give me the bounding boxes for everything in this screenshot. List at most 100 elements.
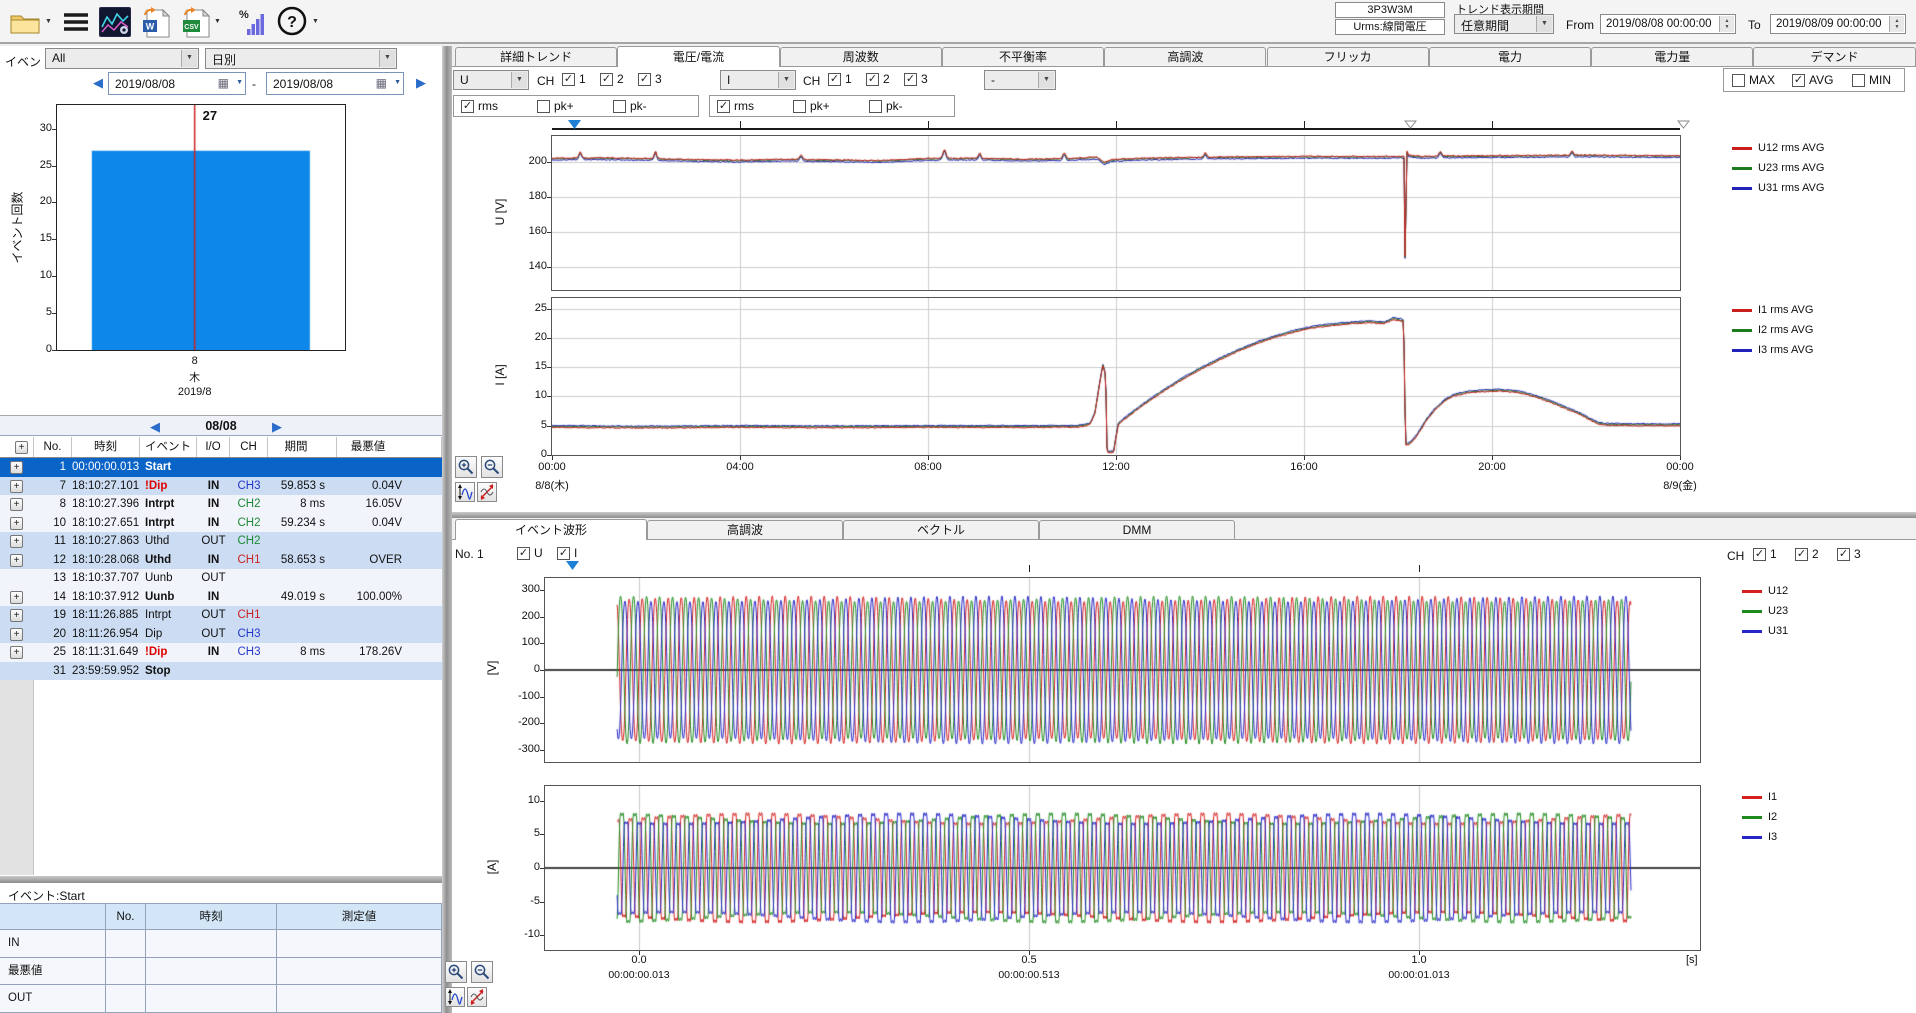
wave-ch-2-checkbox[interactable]: ✓2 bbox=[1795, 547, 1819, 561]
event-row[interactable]: +818:10:27.396IntrptINCH28 ms16.05V bbox=[0, 495, 442, 514]
tab-trend-7[interactable]: 電力量 bbox=[1591, 47, 1753, 66]
tab-wave-0[interactable]: イベント波形 bbox=[455, 519, 647, 540]
event-row[interactable]: +2018:11:26.954DipOUTCH3 bbox=[0, 625, 442, 644]
i-metric-pk--checkbox[interactable]: pk- bbox=[869, 99, 903, 113]
u-ch-3-checkbox[interactable]: ✓3 bbox=[638, 72, 662, 86]
expand-row-button[interactable]: + bbox=[10, 480, 23, 493]
tab-trend-8[interactable]: デマンド bbox=[1753, 47, 1915, 66]
stat-MAX-checkbox[interactable]: MAX bbox=[1732, 73, 1775, 87]
tab-wave-3[interactable]: DMM bbox=[1039, 520, 1235, 539]
next-day-arrow[interactable]: ▶ bbox=[272, 419, 282, 435]
trend-cursor-tool-button[interactable] bbox=[477, 482, 497, 502]
u-metric-rms-checkbox[interactable]: ✓rms bbox=[461, 99, 498, 113]
prev-date-arrow[interactable]: ◀ bbox=[93, 75, 103, 91]
event-row[interactable]: +718:10:27.101!DipINCH359.853 s0.04V bbox=[0, 477, 442, 496]
folder-dropdown-arrow-icon[interactable]: ▼ bbox=[45, 18, 52, 25]
current-waveform-chart[interactable] bbox=[545, 786, 1700, 950]
i-ch-2-checkbox[interactable]: ✓2 bbox=[866, 72, 890, 86]
wave-i-I-checkbox[interactable]: ✓I bbox=[557, 546, 577, 560]
tab-trend-4[interactable]: 高調波 bbox=[1104, 47, 1266, 66]
tab-trend-3[interactable]: 不平衡率 bbox=[942, 47, 1104, 66]
next-date-arrow[interactable]: ▶ bbox=[416, 75, 426, 91]
tab-trend-0[interactable]: 詳細トレンド bbox=[455, 47, 617, 66]
event-histogram-chart[interactable] bbox=[57, 105, 345, 350]
expand-row-button[interactable]: + bbox=[10, 535, 23, 548]
waveform-zoom-out-button[interactable] bbox=[471, 961, 493, 983]
event-ratio-graph-button[interactable]: % bbox=[236, 6, 266, 38]
left-horizontal-splitter[interactable] bbox=[0, 875, 442, 883]
horizontal-splitter[interactable] bbox=[452, 511, 1916, 518]
voltage-waveform-chart[interactable] bbox=[545, 578, 1700, 762]
i-source-select[interactable]: I ▼ bbox=[720, 70, 796, 90]
event-marker-hollow-icon[interactable] bbox=[1404, 120, 1417, 129]
trend-zoom-out-button[interactable] bbox=[481, 456, 503, 478]
tab-trend-6[interactable]: 電力 bbox=[1429, 47, 1591, 66]
waveform-cursor-tool-button[interactable] bbox=[467, 987, 487, 1007]
event-list-button[interactable] bbox=[62, 9, 90, 35]
waveform-zoom-in-button[interactable] bbox=[445, 961, 467, 983]
csv-export-button[interactable]: CSV bbox=[180, 6, 212, 38]
to-datetime-field[interactable]: 2019/08/09 00:00:00 ▲▼ bbox=[1770, 14, 1906, 34]
i-ch-1-checkbox[interactable]: ✓1 bbox=[828, 72, 852, 86]
waveform-vertical-scale-button[interactable] bbox=[445, 987, 465, 1007]
expand-row-button[interactable]: + bbox=[10, 554, 23, 567]
expand-row-button[interactable]: + bbox=[10, 498, 23, 511]
i-metric-rms-checkbox[interactable]: ✓rms bbox=[717, 99, 754, 113]
stat-AVG-checkbox[interactable]: ✓AVG bbox=[1792, 73, 1833, 87]
event-marker-filled-icon[interactable] bbox=[566, 561, 579, 570]
spinner-up-down-icon[interactable]: ▲▼ bbox=[1889, 16, 1904, 32]
vertical-splitter[interactable] bbox=[442, 46, 452, 1013]
expand-row-button[interactable]: + bbox=[10, 591, 23, 604]
help-dropdown-arrow-icon[interactable]: ▼ bbox=[312, 18, 319, 25]
event-row[interactable]: +2518:11:31.649!DipINCH38 ms178.26V bbox=[0, 643, 442, 662]
tab-trend-5[interactable]: フリッカ bbox=[1267, 47, 1429, 66]
group-mode-select[interactable]: 日別 ▼ bbox=[205, 48, 397, 69]
event-marker-hollow-icon[interactable] bbox=[1677, 120, 1690, 129]
wave-ch-1-checkbox[interactable]: ✓1 bbox=[1753, 547, 1777, 561]
wave-ch-3-checkbox[interactable]: ✓3 bbox=[1837, 547, 1861, 561]
event-row[interactable]: 3123:59:59.952Stop bbox=[0, 662, 442, 681]
help-button[interactable]: ? bbox=[276, 5, 308, 37]
event-row[interactable]: 1318:10:37.707UunbOUT bbox=[0, 569, 442, 588]
word-report-button[interactable]: W bbox=[140, 6, 172, 38]
event-row[interactable]: +1018:10:27.651IntrptINCH259.234 s0.04V bbox=[0, 514, 442, 533]
expand-all-button[interactable]: + bbox=[15, 441, 28, 454]
event-row[interactable]: +1918:11:26.885IntrptOUTCH1 bbox=[0, 606, 442, 625]
wave-u-U-checkbox[interactable]: ✓U bbox=[517, 546, 543, 560]
expand-row-button[interactable]: + bbox=[10, 609, 23, 622]
expand-row-button[interactable]: + bbox=[10, 628, 23, 641]
event-row[interactable]: +100:00:00.013Start bbox=[0, 458, 442, 477]
open-folder-button[interactable] bbox=[8, 7, 42, 37]
tab-trend-1[interactable]: 電圧/電流 bbox=[617, 46, 779, 67]
from-datetime-field[interactable]: 2019/08/08 00:00:00 ▲▼ bbox=[1600, 14, 1736, 34]
current-trend-chart[interactable] bbox=[552, 298, 1680, 455]
u-source-select[interactable]: U ▼ bbox=[453, 70, 529, 90]
expand-row-button[interactable]: + bbox=[10, 517, 23, 530]
u-metric-pk--checkbox[interactable]: pk- bbox=[613, 99, 647, 113]
event-marker-filled-icon[interactable] bbox=[568, 120, 581, 129]
csv-dropdown-arrow-icon[interactable]: ▼ bbox=[214, 18, 221, 25]
trend-zoom-in-button[interactable] bbox=[455, 456, 477, 478]
tab-wave-1[interactable]: 高調波 bbox=[647, 520, 843, 539]
u-ch-1-checkbox[interactable]: ✓1 bbox=[562, 72, 586, 86]
u-metric-pk+-checkbox[interactable]: pk+ bbox=[537, 99, 574, 113]
stat-MIN-checkbox[interactable]: MIN bbox=[1852, 73, 1891, 87]
date-to-picker[interactable]: 2019/08/08 ▦ ▼ bbox=[266, 72, 404, 95]
expand-row-button[interactable]: + bbox=[10, 461, 23, 474]
i-ch-3-checkbox[interactable]: ✓3 bbox=[904, 72, 928, 86]
trend-vertical-scale-button[interactable] bbox=[455, 482, 475, 502]
expand-row-button[interactable]: + bbox=[10, 646, 23, 659]
voltage-trend-chart[interactable] bbox=[552, 136, 1680, 290]
u-ch-2-checkbox[interactable]: ✓2 bbox=[600, 72, 624, 86]
event-row[interactable]: +1218:10:28.068UthdINCH158.653 sOVER bbox=[0, 551, 442, 570]
trend-period-select[interactable]: 任意期間 ▼ bbox=[1454, 14, 1554, 34]
prev-day-arrow[interactable]: ◀ bbox=[150, 419, 160, 435]
tab-wave-2[interactable]: ベクトル bbox=[843, 520, 1039, 539]
spinner-up-down-icon[interactable]: ▲▼ bbox=[1719, 16, 1734, 32]
trend-timeline-strip[interactable] bbox=[552, 128, 1680, 130]
i-metric-pk+-checkbox[interactable]: pk+ bbox=[793, 99, 830, 113]
extra-source-select[interactable]: - ▼ bbox=[984, 70, 1056, 90]
event-row[interactable]: +1118:10:27.863UthdOUTCH2 bbox=[0, 532, 442, 551]
date-from-picker[interactable]: 2019/08/08 ▦ ▼ bbox=[108, 72, 246, 95]
tab-trend-2[interactable]: 周波数 bbox=[780, 47, 942, 66]
